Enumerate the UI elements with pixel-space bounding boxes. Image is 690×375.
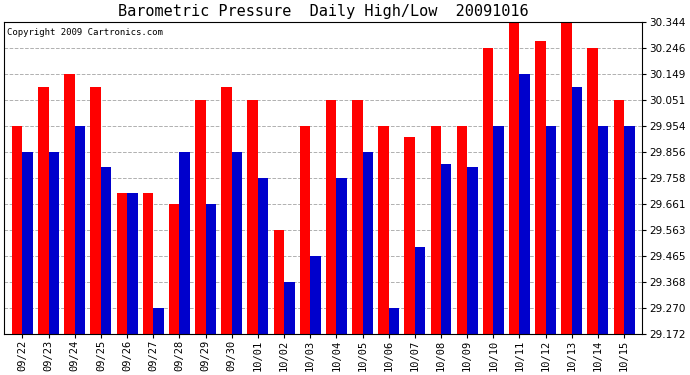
Bar: [258, 178, 268, 334]
Bar: [509, 22, 520, 334]
Bar: [388, 308, 399, 334]
Bar: [248, 100, 258, 334]
Bar: [441, 164, 451, 334]
Bar: [467, 166, 477, 334]
Bar: [336, 178, 347, 334]
Bar: [169, 204, 179, 334]
Bar: [206, 204, 216, 334]
Bar: [415, 247, 425, 334]
Bar: [546, 126, 556, 334]
Bar: [90, 87, 101, 334]
Bar: [299, 126, 310, 334]
Bar: [23, 152, 33, 334]
Bar: [613, 100, 624, 334]
Bar: [352, 100, 362, 334]
Bar: [520, 74, 530, 334]
Bar: [101, 166, 111, 334]
Bar: [179, 152, 190, 334]
Bar: [195, 100, 206, 334]
Bar: [598, 126, 609, 334]
Bar: [572, 87, 582, 334]
Bar: [457, 126, 467, 334]
Bar: [232, 152, 242, 334]
Bar: [310, 256, 321, 334]
Bar: [493, 126, 504, 334]
Bar: [535, 42, 546, 334]
Bar: [483, 48, 493, 334]
Bar: [143, 194, 153, 334]
Bar: [587, 48, 598, 334]
Bar: [48, 152, 59, 334]
Bar: [431, 126, 441, 334]
Bar: [404, 137, 415, 334]
Bar: [561, 22, 572, 334]
Bar: [153, 308, 164, 334]
Bar: [38, 87, 48, 334]
Text: Copyright 2009 Cartronics.com: Copyright 2009 Cartronics.com: [8, 28, 164, 37]
Bar: [75, 126, 86, 334]
Bar: [64, 74, 75, 334]
Bar: [284, 282, 295, 334]
Title: Barometric Pressure  Daily High/Low  20091016: Barometric Pressure Daily High/Low 20091…: [118, 4, 529, 19]
Bar: [326, 100, 336, 334]
Bar: [362, 152, 373, 334]
Bar: [127, 194, 137, 334]
Bar: [378, 126, 388, 334]
Bar: [624, 126, 635, 334]
Bar: [117, 194, 127, 334]
Bar: [221, 87, 232, 334]
Bar: [273, 230, 284, 334]
Bar: [12, 126, 23, 334]
